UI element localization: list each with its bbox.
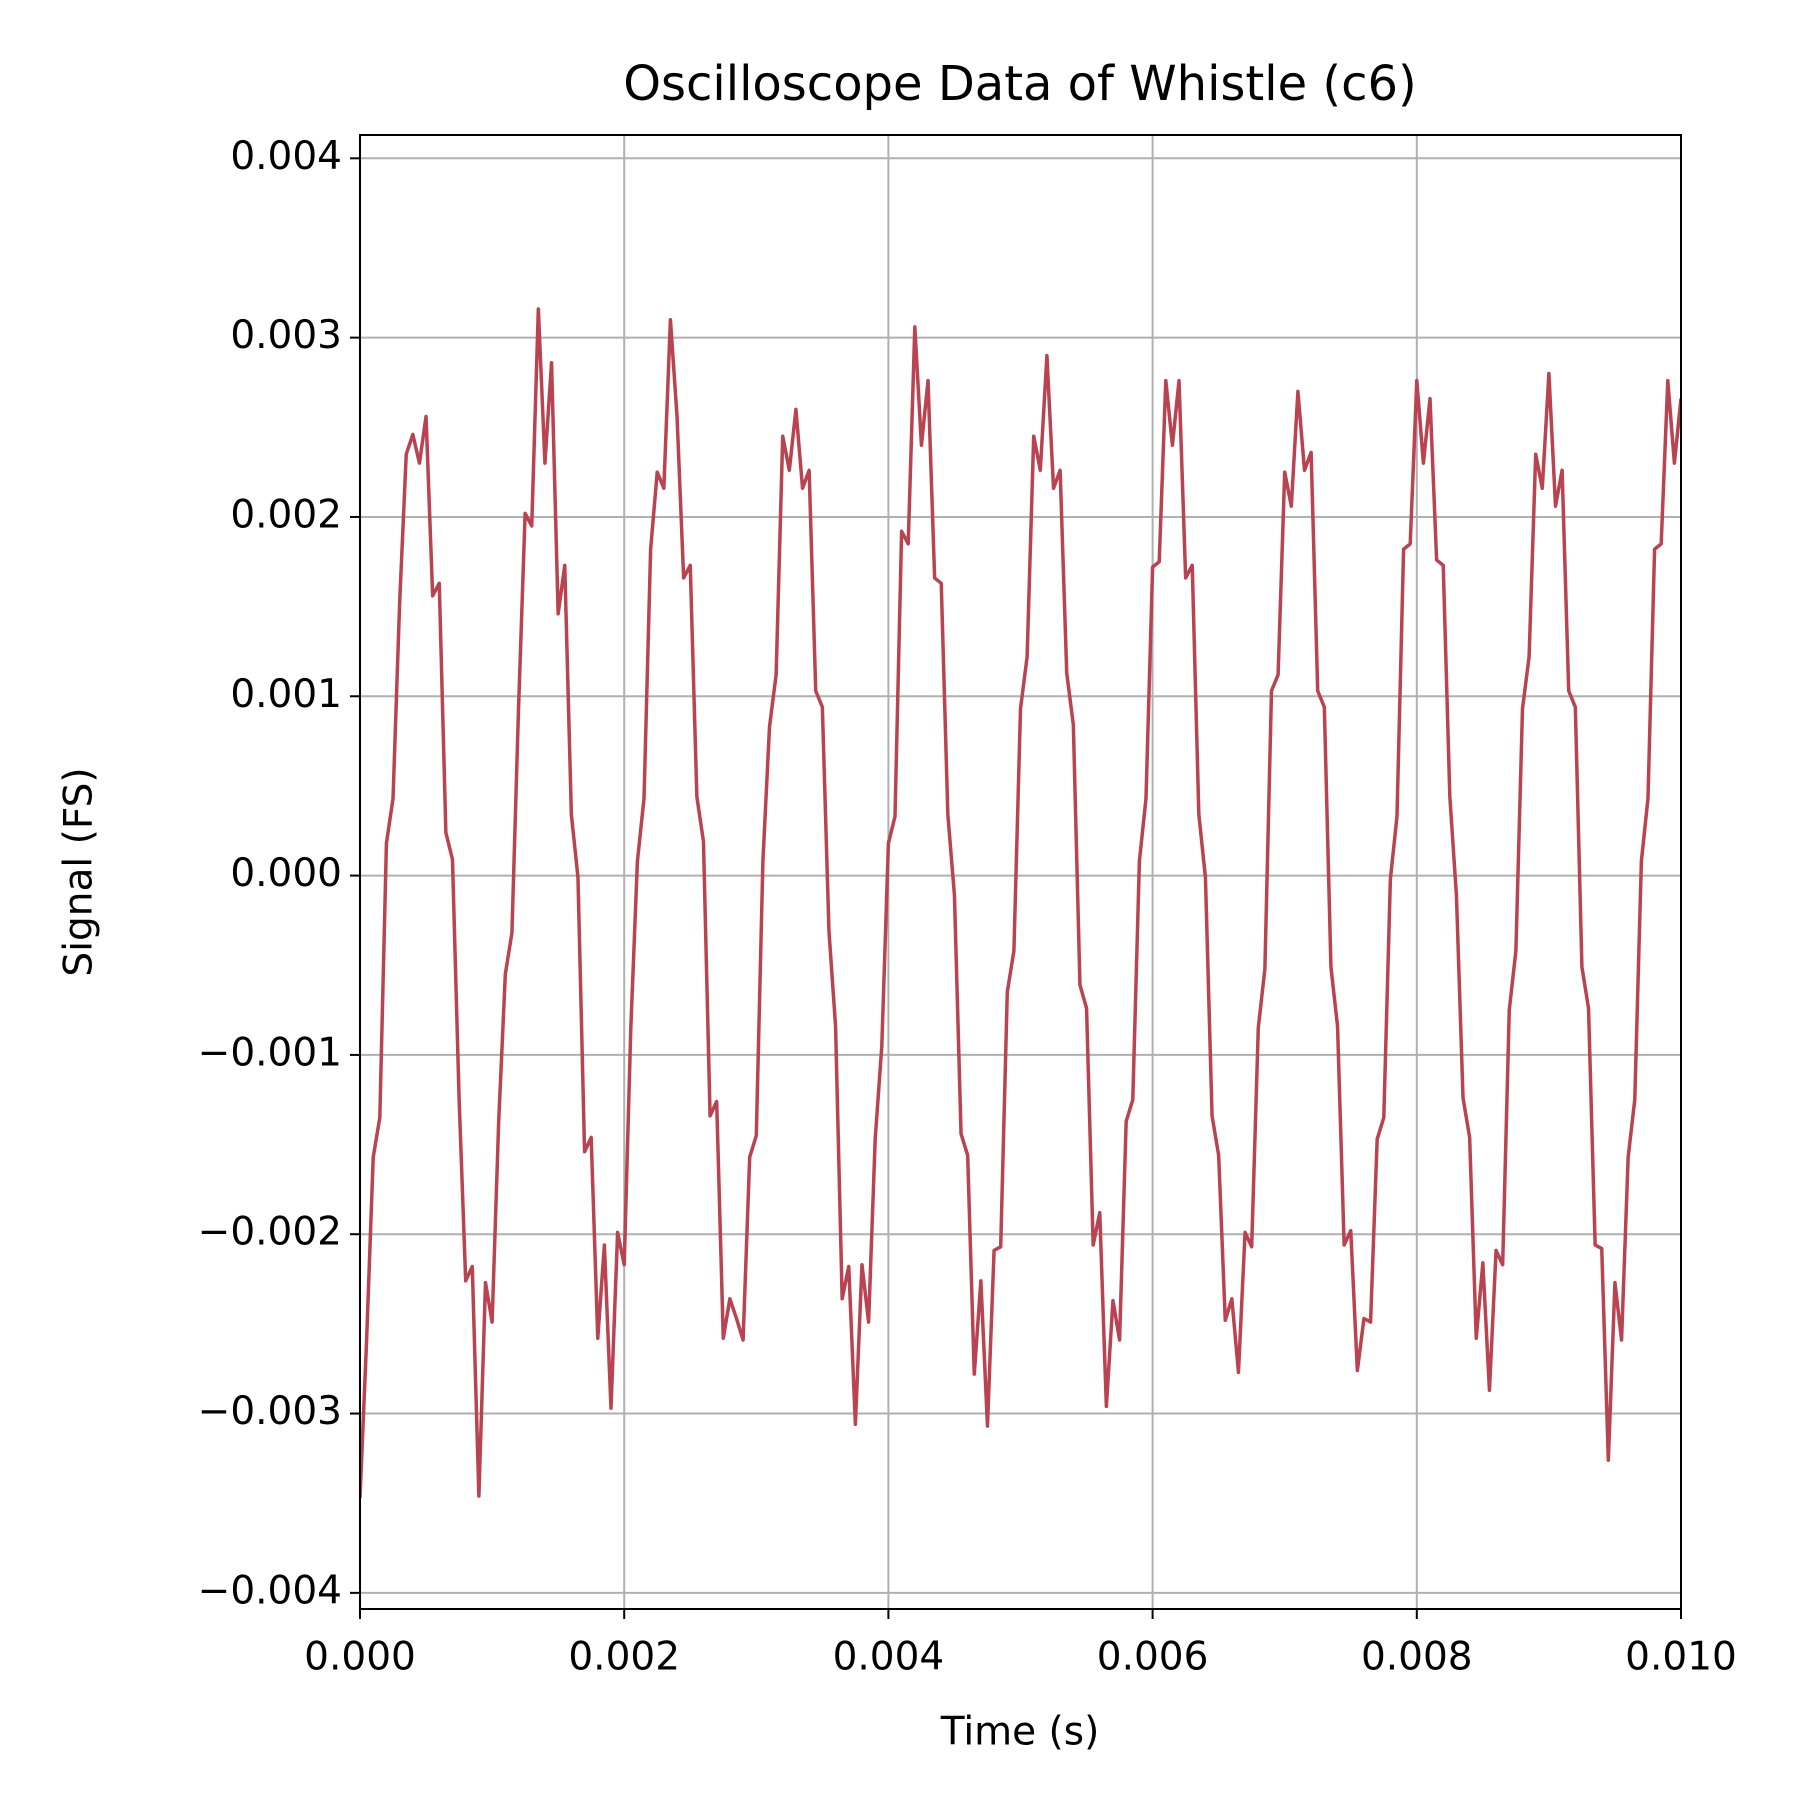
plot-frame [359, 134, 1682, 1610]
y-tick-label: −0.003 [198, 1389, 342, 1434]
x-axis-label: Time (s) [940, 1710, 1100, 1755]
x-tick-label: 0.002 [568, 1635, 680, 1680]
y-tick-label: 0.001 [230, 672, 342, 717]
x-tick-label: 0.004 [833, 1635, 945, 1680]
y-tick-label: −0.001 [198, 1030, 342, 1075]
y-tick-label: −0.002 [198, 1210, 342, 1255]
y-tick-label: 0.004 [230, 134, 342, 179]
y-tick-label: 0.003 [230, 313, 342, 358]
x-tick-label: 0.000 [304, 1635, 416, 1680]
chart-title: Oscilloscope Data of Whistle (c6) [623, 56, 1417, 112]
x-tick-label: 0.010 [1625, 1635, 1737, 1680]
x-tick-label: 0.008 [1361, 1635, 1473, 1680]
y-tick-label: 0.000 [230, 851, 342, 896]
y-tick-label: 0.002 [230, 492, 342, 537]
signal-line [360, 307, 1681, 1498]
x-tick-label: 0.006 [1097, 1635, 1209, 1680]
y-axis-label: Signal (FS) [57, 767, 102, 976]
y-tick-label: −0.004 [198, 1568, 342, 1613]
